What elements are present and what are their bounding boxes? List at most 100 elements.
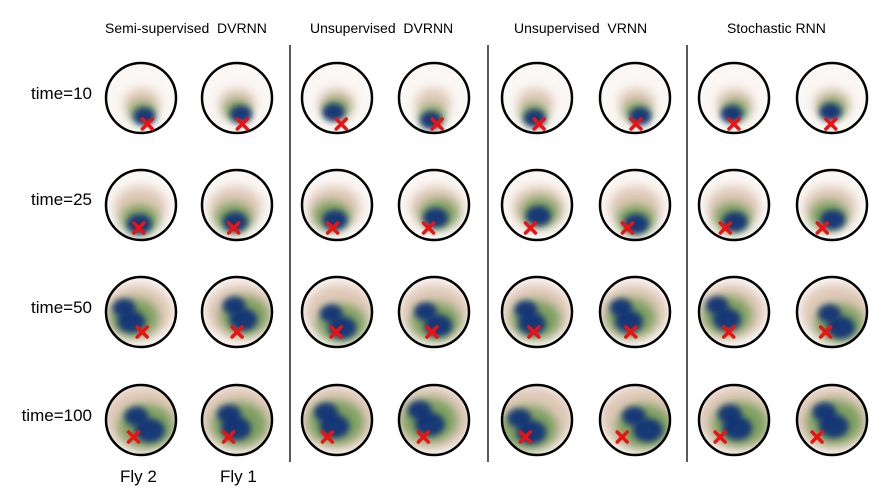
density-panel-r1-c5 [500,61,574,135]
true-position-marker [523,221,538,235]
density-blob [124,406,149,426]
arena-boundary [397,275,471,349]
true-position-marker [140,117,155,131]
true-position-marker [615,430,629,444]
true-position-marker [629,117,643,131]
density-panel-r1-c2 [200,61,274,135]
true-position-marker [132,221,146,235]
density-panel-r4-c2 [200,383,274,457]
density-panel-r2-c8 [795,168,869,242]
density-panel-r2-c6 [598,168,672,242]
true-position-marker [334,117,348,131]
density-blob [126,214,153,235]
arena-boundary [300,61,374,135]
arena-boundary [200,168,274,242]
arena-boundary [697,168,771,242]
true-position-marker [713,430,727,444]
arena-boundary [697,383,771,457]
arena-boundary [200,383,274,457]
density-heatmap [502,283,572,340]
column-title-stochastic-rnn: Stochastic RNN [727,20,826,36]
density-panel-r4-c1 [104,383,178,457]
column-title-semi-supervised-dvrnn: Semi-supervised DVRNN [105,20,267,36]
true-position-marker [230,325,244,339]
arena-boundary [500,168,574,242]
true-position-marker [416,430,431,444]
true-position-marker [126,430,141,444]
density-blob [812,402,837,422]
density-blob [514,300,538,319]
arena-boundary [104,275,178,349]
true-position-marker [810,430,824,444]
column-title-unsupervised-vrnn: Unsupervised VRNN [514,20,648,36]
arena-boundary [795,275,869,349]
density-panel-r3-c7 [697,275,771,349]
arena-boundary [598,61,672,135]
density-heatmap [308,185,361,232]
density-blob [507,408,532,428]
arena-boundary [795,383,869,457]
true-position-marker [815,221,830,235]
density-blob [818,304,841,323]
arena-boundary [500,383,574,457]
arena-boundary [200,61,274,135]
density-panel-r2-c7 [697,168,771,242]
density-panel-r4-c6 [598,383,672,457]
true-position-marker [425,325,439,339]
density-heatmap [123,88,160,126]
true-position-marker [235,117,250,131]
arena-boundary [104,168,178,242]
arena-boundary [300,168,374,242]
density-panel-r1-c4 [397,61,471,135]
arena-boundary [397,61,471,135]
true-position-marker [329,325,343,339]
density-blob [222,296,246,315]
density-panel-r4-c8 [795,383,869,457]
arena-boundary [795,61,869,135]
column-title-unsupervised-dvrnn: Unsupervised DVRNN [310,20,454,36]
arena-boundary [500,275,574,349]
density-panel-r1-c6 [598,61,672,135]
arena-boundary [500,61,574,135]
density-blob [705,296,729,315]
density-panel-r2-c5 [500,168,574,242]
arena-boundary [397,168,471,242]
density-blob [717,404,742,424]
true-position-marker [818,325,833,339]
arena-boundary [104,61,178,135]
density-heatmap [106,283,173,340]
density-panel-r3-c2 [200,275,274,349]
density-panel-r2-c1 [104,168,178,242]
density-heatmap [512,185,565,229]
density-heatmap [800,283,867,344]
true-position-marker [721,325,736,339]
arena-boundary [598,383,672,457]
density-panel-r1-c3 [300,61,374,135]
true-position-marker [325,221,340,235]
arena-boundary [697,275,771,349]
arena-boundary [300,275,374,349]
arena-boundary [795,168,869,242]
density-panel-r2-c3 [300,168,374,242]
density-blob [322,103,345,122]
density-heatmap [113,185,167,236]
density-heatmap [814,88,851,122]
density-blob [525,205,552,227]
true-position-marker [620,221,635,235]
density-heatmap [202,386,272,450]
true-position-marker [518,430,533,444]
density-panel-r3-c1 [104,275,178,349]
density-heatmap [699,283,766,340]
fly-label-fly-1: Fly 1 [220,467,257,486]
density-heatmap [797,386,867,450]
arena-boundary [200,275,274,349]
density-panel-r3-c3 [300,275,374,349]
true-position-marker [421,221,436,235]
density-blob [313,402,338,422]
density-panel-r3-c5 [500,275,574,349]
density-panel-r2-c4 [397,168,471,242]
density-panel-r1-c1 [104,61,178,135]
true-position-marker [320,430,335,444]
true-position-marker [527,325,541,339]
